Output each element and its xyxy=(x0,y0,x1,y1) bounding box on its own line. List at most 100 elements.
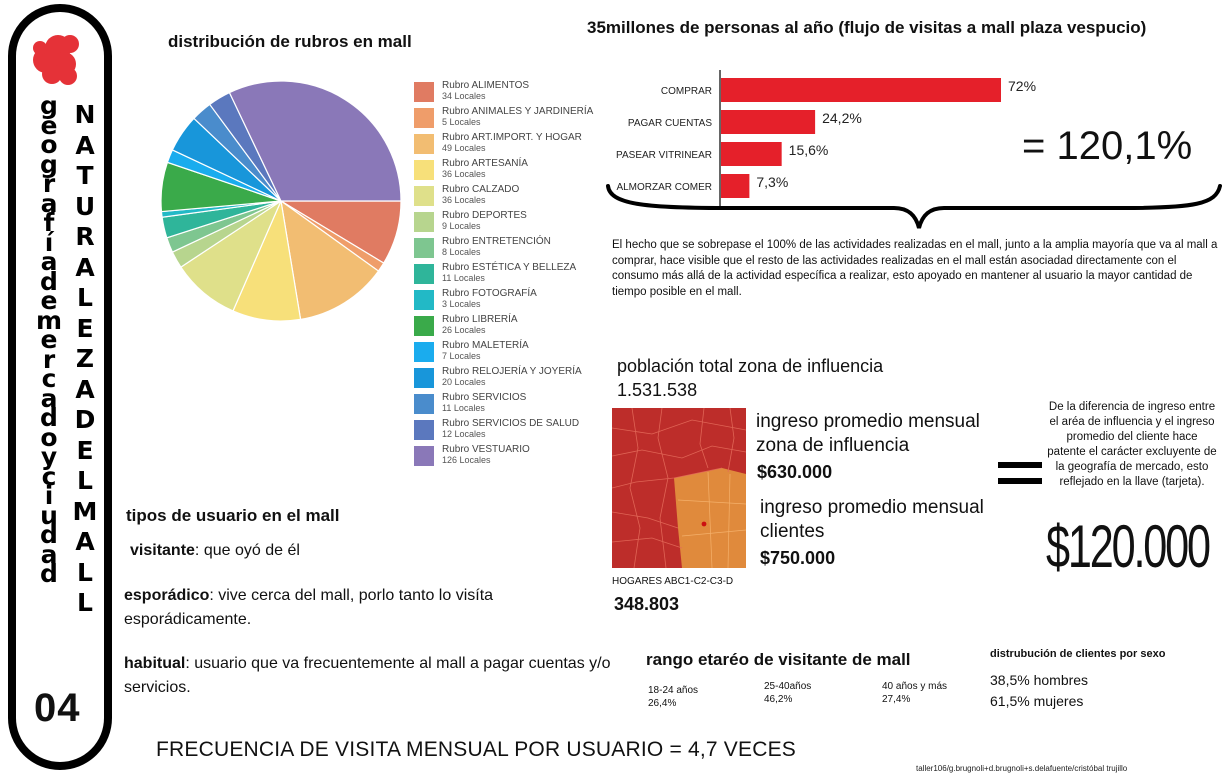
vertical-letter: c xyxy=(41,364,57,393)
user-type-habitual: habitual: usuario que va frecuentemente … xyxy=(124,652,634,700)
legend-item: Rubro SERVICIOS DE SALUD 12 Locales xyxy=(414,418,604,444)
vertical-letter: u xyxy=(40,500,58,530)
legend-count: 26 Locales xyxy=(442,325,486,335)
legend-label: Rubro ANIMALES Y JARDINERÍA xyxy=(442,106,594,117)
legend-count: 11 Locales xyxy=(442,403,485,413)
population-value: 1.531.538 xyxy=(617,380,698,400)
legend-count: 8 Locales xyxy=(442,247,481,257)
logo-icon xyxy=(33,35,79,85)
users-title: tipos de usuario en el mall xyxy=(126,506,340,525)
bar-value-label: 24,2% xyxy=(822,110,862,126)
user-type-term: habitual xyxy=(124,655,186,672)
vertical-letter: E xyxy=(76,435,94,465)
legend-label: Rubro RELOJERÍA Y JOYERÍA xyxy=(442,366,582,377)
pie-slice xyxy=(280,199,380,321)
legend-label: Rubro ALIMENTOS xyxy=(442,80,530,91)
legend-item: Rubro ALIMENTOS 34 Locales xyxy=(414,80,604,106)
vertical-letter: a xyxy=(40,188,58,218)
vertical-letter: f xyxy=(43,208,55,237)
vertical-letter: e xyxy=(40,325,58,354)
legend-item: Rubro ENTRETENCIÓN 8 Locales xyxy=(414,236,604,262)
bar-category-label: ALMORZAR COMER xyxy=(616,182,712,193)
visits-bar-chart: COMPRAR 72% PAGAR CUENTAS 24,2% PASEAR VITRI… xyxy=(616,70,1036,206)
legend-swatch xyxy=(414,264,434,284)
legend-count: 3 Locales xyxy=(442,299,481,309)
legend-item: Rubro LIBRERÍA 26 Locales xyxy=(414,314,604,340)
difference-value: $120.000 xyxy=(1046,513,1211,580)
user-type-term: visitante xyxy=(130,542,195,559)
legend-swatch xyxy=(414,82,434,102)
vertical-letter: d xyxy=(40,403,58,432)
bar-category-label: COMPRAR xyxy=(661,86,712,97)
pie-chart xyxy=(160,80,402,322)
legend-label: Rubro VESTUARIO xyxy=(442,444,530,455)
vertical-letter: a xyxy=(40,247,58,276)
legend-label: Rubro FOTOGRAFÍA xyxy=(442,288,537,299)
frequency-line: FRECUENCIA DE VISITA MENSUAL POR USUARIO… xyxy=(156,738,796,761)
bar xyxy=(721,142,782,166)
bar xyxy=(721,110,816,134)
curly-brace-icon xyxy=(606,184,1222,229)
legend-swatch xyxy=(414,420,434,440)
legend-swatch xyxy=(414,108,434,128)
legend-count: 12 Locales xyxy=(442,429,486,439)
legend-item: Rubro ESTÉTICA Y BELLEZA 11 Locales xyxy=(414,262,604,288)
legend-swatch xyxy=(414,316,434,336)
bar-value-label: 72% xyxy=(1008,78,1036,94)
age-range: 25-40años xyxy=(764,681,812,692)
bar-category-label: PASEAR VITRINEAR xyxy=(616,150,712,161)
legend-label: Rubro DEPORTES xyxy=(442,210,527,221)
vertical-letter: A xyxy=(75,527,95,556)
legend-count: 20 Locales xyxy=(442,377,486,387)
age-group: 25-40años 46,2% xyxy=(764,680,811,706)
households-value: 348.803 xyxy=(614,594,680,614)
legend-item: Rubro ANIMALES Y JARDINERÍA 5 Locales xyxy=(414,106,604,132)
legend-item: Rubro ART.IMPORT. Y HOGAR 49 Locales xyxy=(414,132,604,158)
legend-label: Rubro CALZADO xyxy=(442,184,520,195)
legend-item: Rubro CALZADO 36 Locales xyxy=(414,184,604,210)
vertical-letter: g xyxy=(40,91,58,120)
vertical-letter: d xyxy=(40,266,58,296)
left-frame xyxy=(8,4,112,770)
vertical-letter: e xyxy=(40,110,58,140)
legend-label: Rubro ARTESANÍA xyxy=(442,158,528,169)
age-range: 18-24 años xyxy=(648,685,699,696)
vertical-letter: N xyxy=(74,100,96,129)
vertical-letter: M xyxy=(72,496,98,526)
difference-note: De la diferencia de ingreso entre el aré… xyxy=(1047,401,1217,488)
vertical-letter: Z xyxy=(75,344,95,373)
user-type-esporadico: esporádico: vive cerca del mall, porlo t… xyxy=(124,584,594,632)
vertical-letter: r xyxy=(42,169,56,198)
vertical-letter: d xyxy=(40,559,58,588)
vertical-letter: L xyxy=(77,283,93,312)
pie-legend: Rubro ALIMENTOS 34 Locales Rubro ANIMALES … xyxy=(414,80,604,470)
vertical-letter: A xyxy=(75,374,95,404)
legend-count: 7 Locales xyxy=(442,351,481,361)
vertical-letter: í xyxy=(44,227,54,257)
gender-women: 61,5% mujeres xyxy=(990,693,1084,709)
legend-swatch xyxy=(414,186,434,206)
vertical-letter: A xyxy=(75,130,95,160)
legend-swatch xyxy=(414,160,434,180)
vertical-letter: L xyxy=(77,557,93,587)
legend-label: Rubro SERVICIOS xyxy=(442,392,527,403)
vertical-letter: c xyxy=(41,461,57,491)
vertical-letter: U xyxy=(74,191,96,221)
visits-title: 35millones de personas al año (flujo de … xyxy=(587,18,1147,37)
legend-swatch xyxy=(414,134,434,154)
vertical-letter: r xyxy=(42,344,56,374)
legend-count: 49 Locales xyxy=(442,143,486,153)
gender-men: 38,5% hombres xyxy=(990,672,1089,688)
legend-item: Rubro VESTUARIO 126 Locales xyxy=(414,444,604,470)
population-label: población total zona de influencia xyxy=(617,356,884,376)
credits: taller106/g.brugnoli+d.brugnoli+s.delafu… xyxy=(916,764,1128,773)
income-clients-value: $750.000 xyxy=(760,548,836,568)
legend-count: 9 Locales xyxy=(442,221,481,231)
visits-note: El hecho que se sobrepase el 100% de las… xyxy=(612,239,1218,298)
legend-item: Rubro FOTOGRAFÍA 3 Locales xyxy=(414,288,604,314)
age-pct: 27,4% xyxy=(882,694,911,705)
user-type-desc: : vive cerca del mall, porlo tanto lo vi… xyxy=(124,587,494,628)
legend-item: Rubro DEPORTES 9 Locales xyxy=(414,210,604,236)
legend-count: 126 Locales xyxy=(442,455,491,465)
